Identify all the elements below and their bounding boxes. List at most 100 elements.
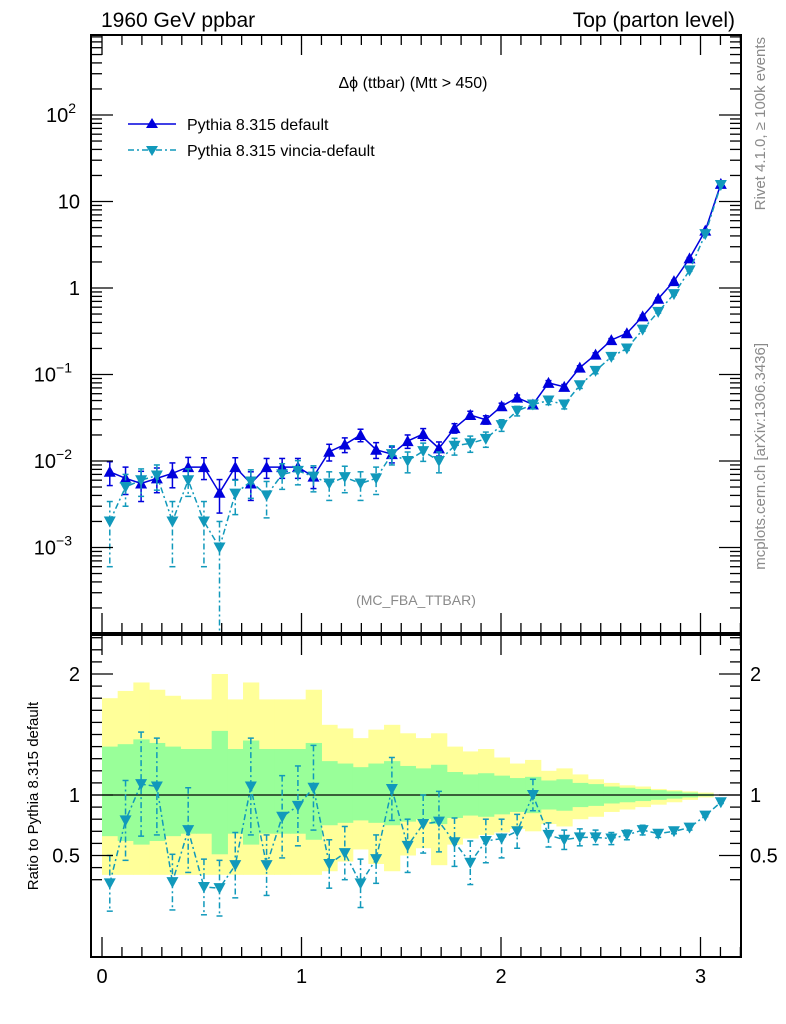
y-tick-exponent: −1: [56, 360, 72, 376]
legend: Pythia 8.315 default Pythia 8.315 vincia…: [128, 117, 375, 160]
ratio-data-point: [714, 797, 727, 809]
data-point-vincia: [652, 306, 665, 318]
data-point-vincia: [542, 395, 555, 407]
ratio-data-point: [135, 779, 148, 791]
data-point-default: [338, 438, 351, 450]
x-tick-label: 0: [96, 966, 107, 988]
ratio-data-point: [213, 883, 226, 895]
ratio-data-point: [401, 840, 414, 852]
data-point-vincia: [103, 516, 116, 528]
legend-entry-default[interactable]: Pythia 8.315 default: [128, 117, 329, 134]
header-right: Top (parton level): [573, 9, 735, 32]
data-point-default: [479, 413, 492, 425]
band-1sigma-bin: [290, 749, 307, 834]
ratio-data-point: [667, 826, 680, 838]
data-point-vincia: [573, 380, 586, 392]
data-point-default: [213, 486, 226, 498]
ratio-data-point: [605, 833, 618, 845]
data-point-vincia: [291, 465, 304, 477]
data-point-default: [448, 422, 461, 434]
data-point-vincia: [448, 440, 461, 452]
data-point-vincia: [667, 289, 680, 301]
data-point-vincia: [683, 265, 696, 277]
band-1sigma-bin: [321, 761, 338, 826]
data-point-default: [260, 461, 273, 473]
data-point-vincia: [417, 446, 430, 458]
data-point-vincia: [526, 399, 539, 411]
ratio-data-point: [260, 860, 273, 872]
plot-title: Δϕ (ttbar) (Mtt > 450): [338, 75, 487, 92]
data-point-vincia: [464, 438, 477, 450]
ratio-y-tick-label-right: 0.5: [750, 846, 778, 868]
ratio-data-point: [620, 829, 633, 841]
data-point-vincia: [150, 470, 163, 482]
main-panel: 10−3 10−2 10−1 1 10 102 Δϕ (ttbar) (Mtt > 450…: [34, 34, 742, 634]
ratio-data-point: [385, 783, 398, 795]
y-tick-exponent: −3: [56, 533, 72, 549]
series-line-0: [109, 183, 722, 495]
data-point-vincia: [213, 542, 226, 554]
data-point-default: [229, 461, 242, 473]
ratio-data-point: [573, 832, 586, 844]
ratio-data-point: [276, 811, 289, 823]
ratio-frame: [90, 634, 742, 958]
data-point-default: [589, 348, 602, 360]
data-point-default: [683, 252, 696, 264]
ratio-data-point: [150, 781, 163, 793]
x-tick-label: 3: [695, 966, 706, 988]
ratio-data-point: [417, 819, 430, 831]
y-tick-label: 10−1: [34, 360, 72, 387]
data-point-vincia: [385, 449, 398, 461]
ratio-y-tick-label: 0.5: [52, 846, 80, 868]
ratio-data-point: [338, 848, 351, 860]
ratio-data-point: [291, 800, 304, 812]
main-axes: 10−3 10−2 10−1 1 10 102: [34, 35, 742, 633]
data-point-vincia: [479, 433, 492, 445]
legend-entry-vincia[interactable]: Pythia 8.315 vincia-default: [128, 143, 375, 160]
ratio-y-tick-label-right: 1: [750, 785, 761, 807]
ratio-data-point: [103, 878, 116, 890]
watermark: (MC_FBA_TTBAR): [356, 592, 476, 608]
data-point-default: [542, 376, 555, 388]
data-point-vincia: [323, 478, 336, 490]
ratio-data-point: [119, 815, 132, 827]
data-point-default: [573, 361, 586, 373]
ratio-data-layer: [91, 674, 741, 917]
data-point-vincia: [370, 473, 383, 485]
data-point-vincia: [135, 475, 148, 487]
data-point-vincia: [620, 343, 633, 355]
ratio-data-point: [652, 828, 665, 840]
data-point-vincia: [244, 476, 257, 488]
ratio-data-point: [229, 860, 242, 872]
data-point-vincia: [166, 516, 179, 528]
data-point-vincia: [197, 516, 210, 528]
data-point-vincia: [432, 456, 445, 467]
band-1sigma-bin: [243, 740, 260, 845]
ratio-data-point: [166, 877, 179, 889]
data-point-default: [636, 310, 649, 322]
band-1sigma-bin: [227, 749, 244, 834]
data-point-vincia: [119, 482, 132, 494]
series-line-1: [109, 184, 722, 550]
ratio-data-point: [197, 881, 210, 893]
ratio-data-point: [636, 825, 649, 837]
data-point-vincia: [714, 180, 727, 192]
data-point-default: [620, 327, 633, 339]
triangle-down-icon: [146, 146, 158, 156]
x-tick-label: 2: [495, 966, 506, 988]
data-point-default: [495, 400, 508, 412]
band-1sigma-bin: [164, 746, 181, 837]
y-tick-exponent: 2: [68, 100, 76, 116]
ratio-data-point: [479, 835, 492, 847]
data-point-default: [166, 467, 179, 479]
data-point-vincia: [276, 469, 289, 481]
band-1sigma-bin: [258, 749, 275, 834]
y-tick-label: 1: [69, 278, 80, 300]
legend-label-vincia: Pythia 8.315 vincia-default: [187, 143, 375, 160]
band-1sigma-bin: [211, 730, 228, 855]
rivet-label: Rivet 4.1.0, ≥ 100k events: [752, 37, 769, 210]
data-point-default: [511, 391, 524, 403]
ratio-data-point: [589, 832, 602, 844]
ratio-data-point: [448, 837, 461, 849]
ratio-data-point: [542, 829, 555, 841]
